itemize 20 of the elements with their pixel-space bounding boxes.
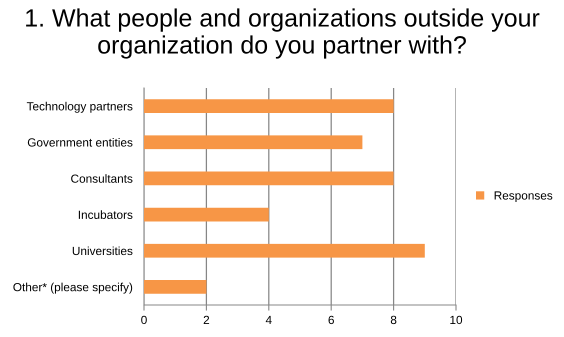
y-tick-label: Consultants — [71, 174, 132, 183]
bar — [144, 172, 394, 186]
x-tick-label: 8 — [390, 316, 396, 324]
chart-title: 1. What people and organizations outside your organization do you partner with? — [26, 8, 540, 59]
bar — [144, 135, 362, 150]
y-tick-label: Government entities — [28, 138, 132, 147]
y-tick-label: Technology partners — [26, 102, 132, 113]
legend-label: Responses — [494, 191, 552, 202]
bar — [144, 280, 206, 294]
y-tick-label: Universities — [72, 246, 132, 256]
x-tick-label: 6 — [328, 316, 334, 324]
bar — [144, 99, 394, 113]
bar — [144, 244, 425, 258]
x-tick-label: 2 — [204, 316, 210, 324]
y-tick-label: Other* (please specify) — [13, 282, 132, 294]
x-tick-label: 0 — [141, 316, 147, 324]
y-tick-label: Incubators — [78, 210, 132, 219]
bar — [144, 208, 269, 222]
x-tick-label: 4 — [266, 316, 272, 324]
x-tick-label: 10 — [450, 316, 462, 324]
